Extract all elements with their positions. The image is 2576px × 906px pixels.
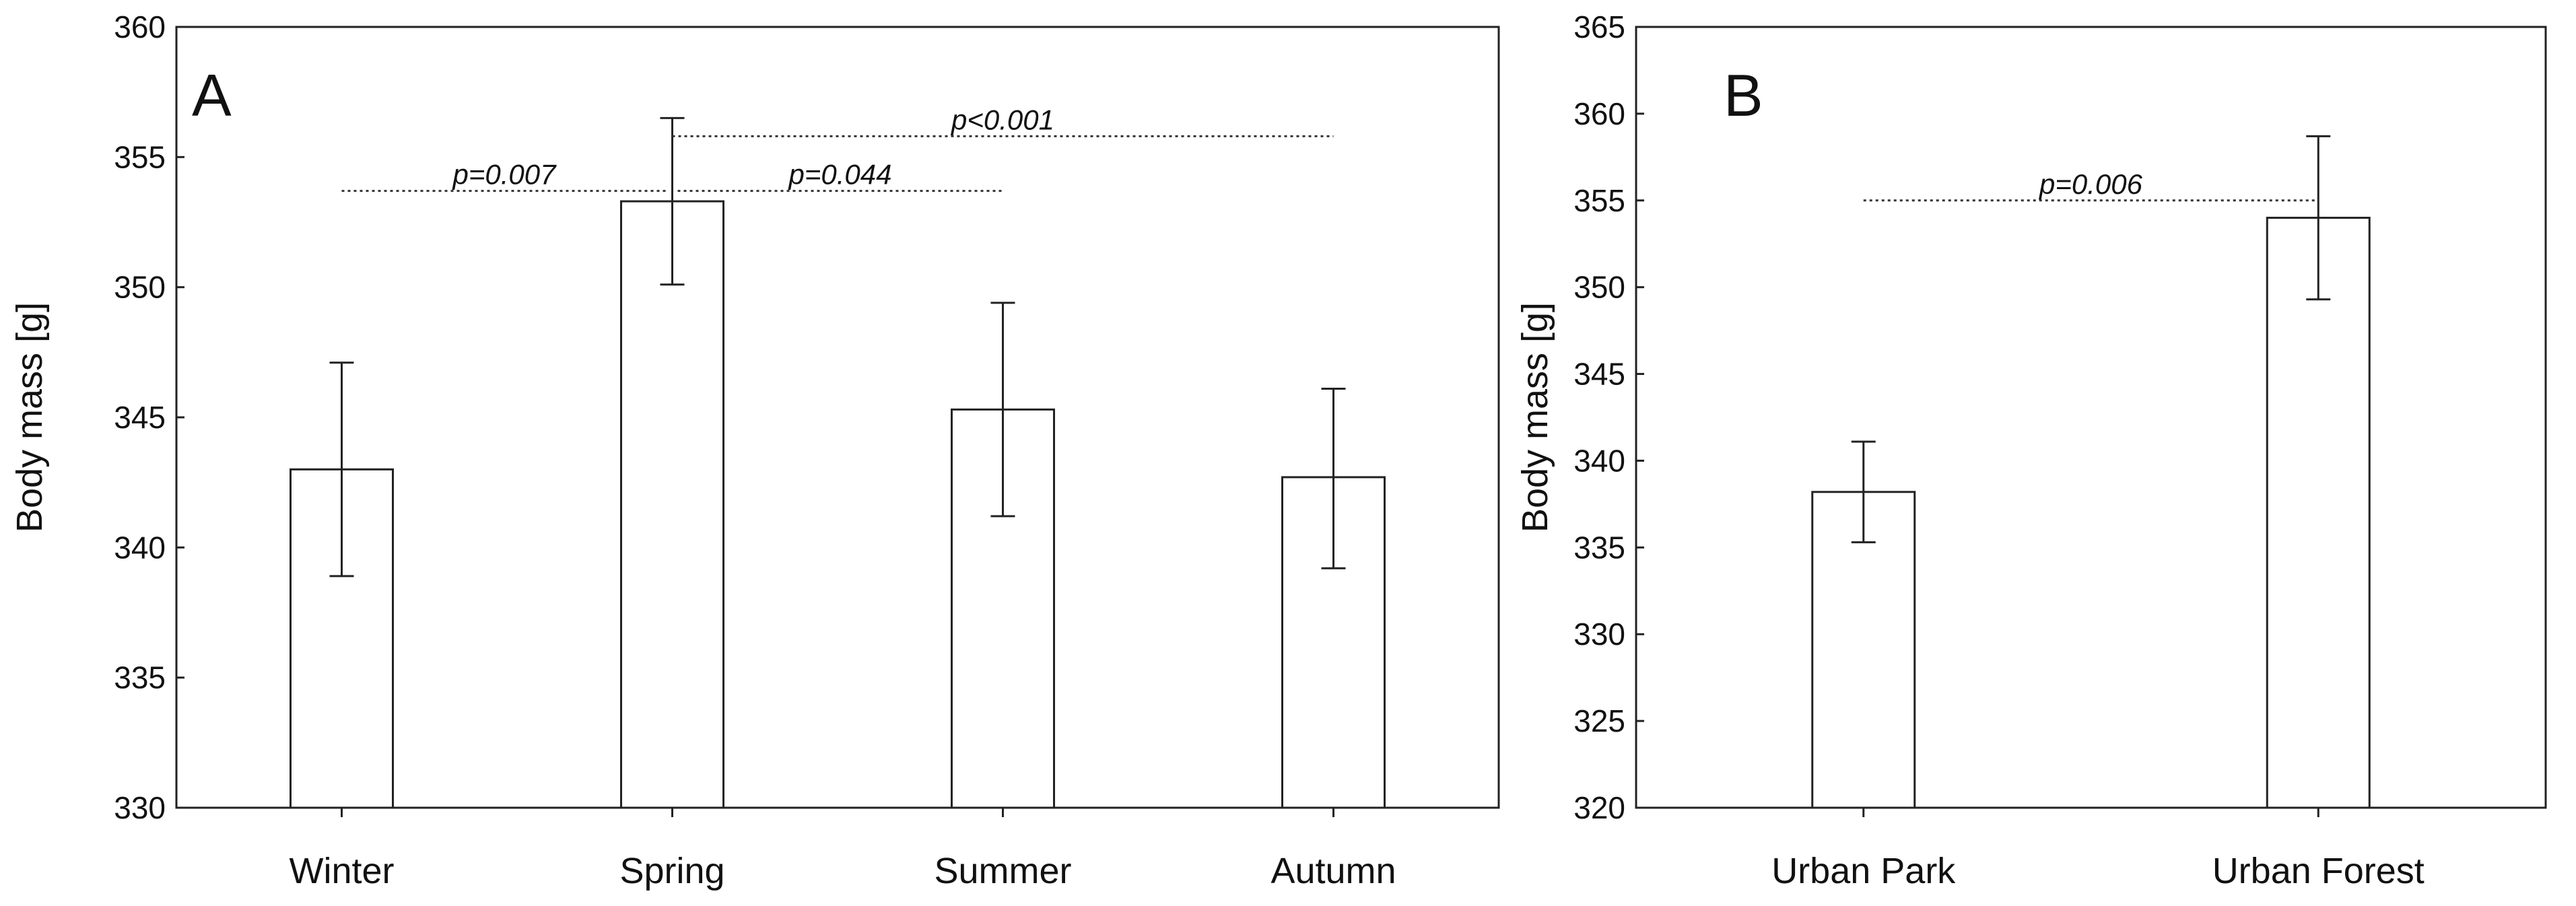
significance-label: p<0.001 (950, 104, 1054, 135)
panel-label: B (1724, 62, 1763, 129)
y-tick-label: 335 (114, 660, 166, 695)
y-tick-label: 355 (1573, 183, 1625, 218)
y-axis-label: Body mass [g] (9, 302, 50, 532)
y-tick-label: 350 (114, 270, 166, 305)
y-tick-label: 365 (1573, 9, 1625, 44)
plot-frame (1635, 26, 2547, 809)
y-tick-label: 330 (114, 790, 166, 825)
x-category-label: Urban Park (1771, 851, 1956, 891)
significance-label: p=0.007 (452, 159, 557, 190)
y-tick-label: 360 (1573, 96, 1625, 131)
y-tick-label: 345 (1573, 357, 1625, 392)
y-tick-label: 325 (1573, 703, 1625, 738)
chart-panel-b: 320 325 330 335 340 345 350 355 360 365 Body mass … (1515, 9, 2547, 891)
y-tick-label: 340 (114, 530, 166, 565)
y-tick-label: 355 (114, 139, 166, 174)
x-category-label: Autumn (1270, 851, 1396, 891)
bar-urban-park (1811, 491, 1916, 809)
y-tick-label: 335 (1573, 530, 1625, 565)
x-category-label: Spring (619, 851, 724, 891)
y-tick-label: 360 (114, 9, 166, 44)
significance-label: p=0.006 (2038, 168, 2143, 200)
y-tick-label: 320 (1573, 790, 1625, 825)
significance-label: p=0.044 (788, 159, 892, 190)
x-category-label: Urban Forest (2212, 851, 2425, 891)
bar-urban-forest (2266, 217, 2371, 809)
y-tick-label: 340 (1573, 443, 1625, 478)
panel-label: A (192, 62, 232, 129)
chart-panel-a: 330 335 340 345 350 355 360 Body mass [g] A Winte… (9, 9, 1500, 891)
y-tick-label: 350 (1573, 270, 1625, 305)
x-category-label: Summer (934, 851, 1071, 891)
x-category-label: Winter (289, 851, 394, 891)
bar-spring (620, 200, 724, 809)
y-axis-label: Body mass [g] (1515, 302, 1555, 532)
y-tick-label: 345 (114, 400, 166, 435)
y-tick-label: 330 (1573, 617, 1625, 652)
